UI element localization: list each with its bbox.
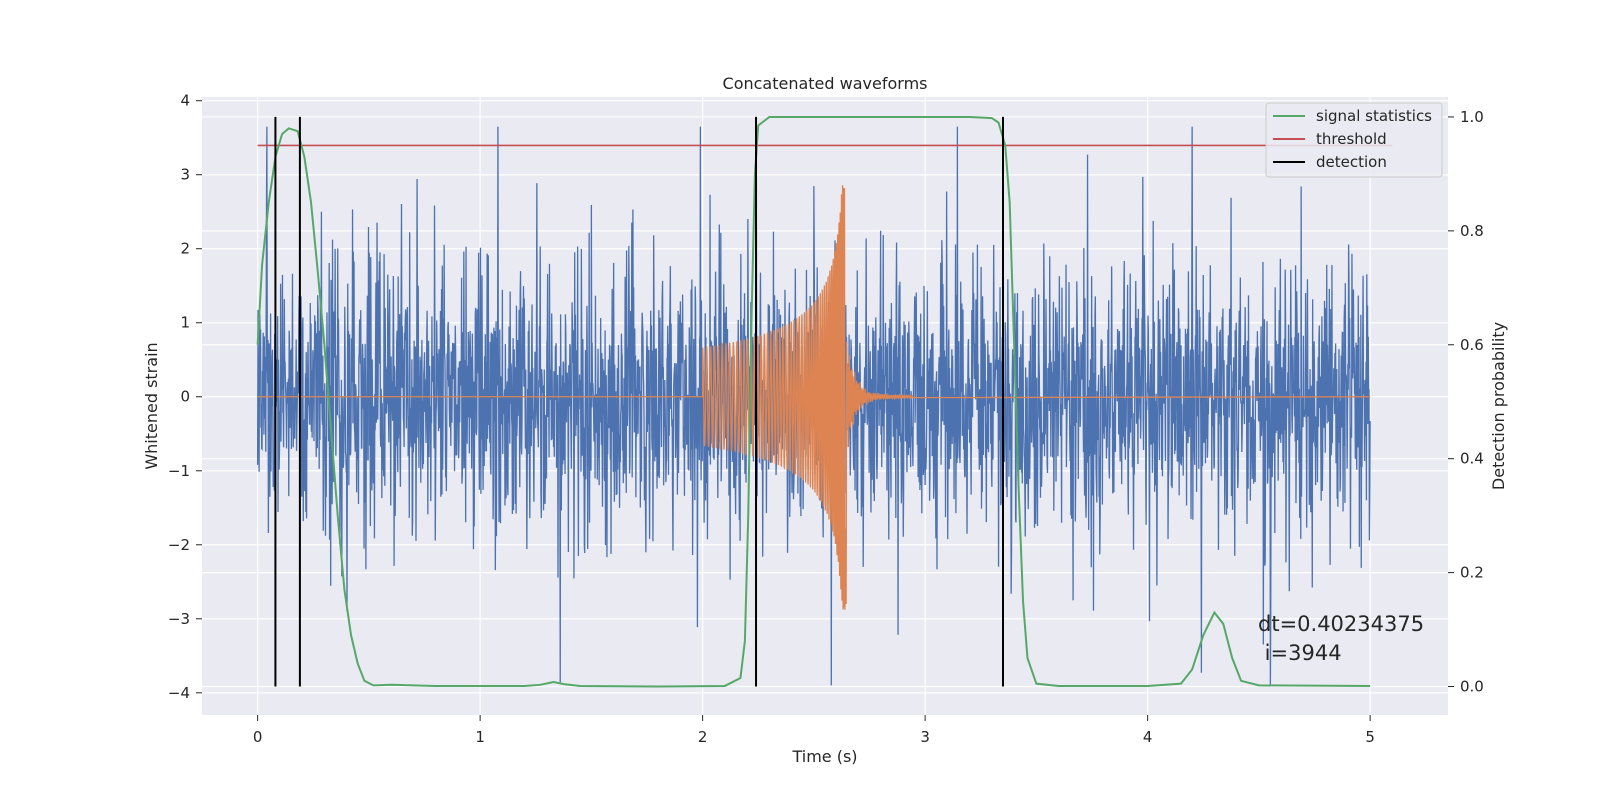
legend-label-detection: detection — [1316, 153, 1387, 171]
y-right-axis-ticks: 1.0 0.8 0.6 0.4 0.2 0.0 — [1448, 108, 1484, 696]
detection-lines — [274, 116, 1004, 687]
y-right-tick-label-1: 0.8 — [1460, 222, 1484, 240]
y-left-tick-label-5: −1 — [168, 462, 190, 480]
x-tick-label-5: 5 — [1365, 728, 1375, 746]
y-left-tick-label-0: 4 — [180, 92, 190, 110]
y-right-tick-label-2: 0.6 — [1460, 336, 1484, 354]
y-right-axis-label: Detection probability — [1489, 322, 1508, 490]
x-tick-label-2: 2 — [698, 728, 708, 746]
y-left-tick-label-8: −4 — [168, 684, 190, 702]
annotation-dt: dt=0.40234375 — [1258, 612, 1424, 636]
x-tick-label-0: 0 — [253, 728, 263, 746]
legend-label-signal-statistics: signal statistics — [1316, 107, 1432, 125]
y-left-tick-label-3: 1 — [180, 314, 190, 332]
y-right-tick-label-3: 0.4 — [1460, 450, 1484, 468]
y-left-tick-label-1: 3 — [180, 166, 190, 184]
signal-series — [257, 185, 1371, 610]
plot-area — [256, 115, 1393, 688]
y-left-tick-label-2: 2 — [180, 240, 190, 258]
y-left-axis-label: Whitened strain — [142, 342, 161, 469]
legend-box — [1265, 102, 1443, 178]
y-right-tick-label-0: 1.0 — [1460, 108, 1484, 126]
legend: signal statistics threshold detection — [1265, 102, 1443, 178]
x-axis-label: Time (s) — [791, 747, 857, 766]
x-axis-ticks: 0 1 2 3 4 5 — [253, 715, 1375, 746]
y-left-tick-label-6: −2 — [168, 536, 190, 554]
y-left-axis-ticks: 4 3 2 1 0 −1 −2 −3 −4 — [168, 92, 202, 702]
signal-statistics-line — [256, 115, 1371, 688]
noise-series — [256, 126, 1371, 686]
x-tick-label-4: 4 — [1143, 728, 1153, 746]
y-left-tick-label-7: −3 — [168, 610, 190, 628]
y-right-tick-label-4: 0.2 — [1460, 564, 1484, 582]
x-tick-label-1: 1 — [475, 728, 485, 746]
legend-label-threshold: threshold — [1316, 130, 1387, 148]
annotation-i: i=3944 — [1258, 641, 1342, 665]
y-left-tick-label-4: 0 — [180, 388, 190, 406]
y-right-tick-label-5: 0.0 — [1460, 678, 1484, 696]
x-tick-label-3: 3 — [920, 728, 930, 746]
chart-title: Concatenated waveforms — [723, 74, 928, 93]
